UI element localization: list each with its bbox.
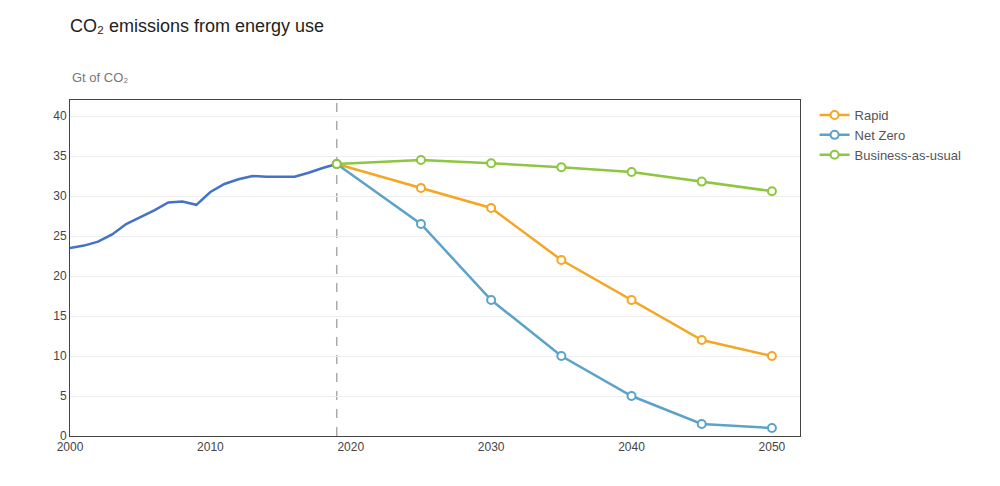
svg-text:5: 5 — [60, 389, 67, 403]
svg-text:0: 0 — [60, 429, 67, 443]
svg-text:2020: 2020 — [337, 440, 364, 454]
svg-text:CO₂ emissions from energy use: CO₂ emissions from energy use — [70, 16, 324, 36]
svg-text:Net Zero: Net Zero — [855, 128, 906, 143]
svg-text:2050: 2050 — [759, 440, 786, 454]
svg-text:2040: 2040 — [618, 440, 645, 454]
svg-text:30: 30 — [53, 189, 67, 203]
svg-text:25: 25 — [53, 229, 67, 243]
svg-text:2010: 2010 — [197, 440, 224, 454]
svg-text:Gt of CO₂: Gt of CO₂ — [72, 70, 128, 85]
svg-text:15: 15 — [53, 309, 67, 323]
svg-text:40: 40 — [53, 109, 67, 123]
svg-text:35: 35 — [53, 149, 67, 163]
svg-text:Business-as-usual: Business-as-usual — [855, 148, 961, 163]
svg-text:2000: 2000 — [57, 440, 84, 454]
svg-text:Rapid: Rapid — [855, 108, 889, 123]
svg-text:10: 10 — [53, 349, 67, 363]
svg-text:20: 20 — [53, 269, 67, 283]
svg-text:2030: 2030 — [478, 440, 505, 454]
